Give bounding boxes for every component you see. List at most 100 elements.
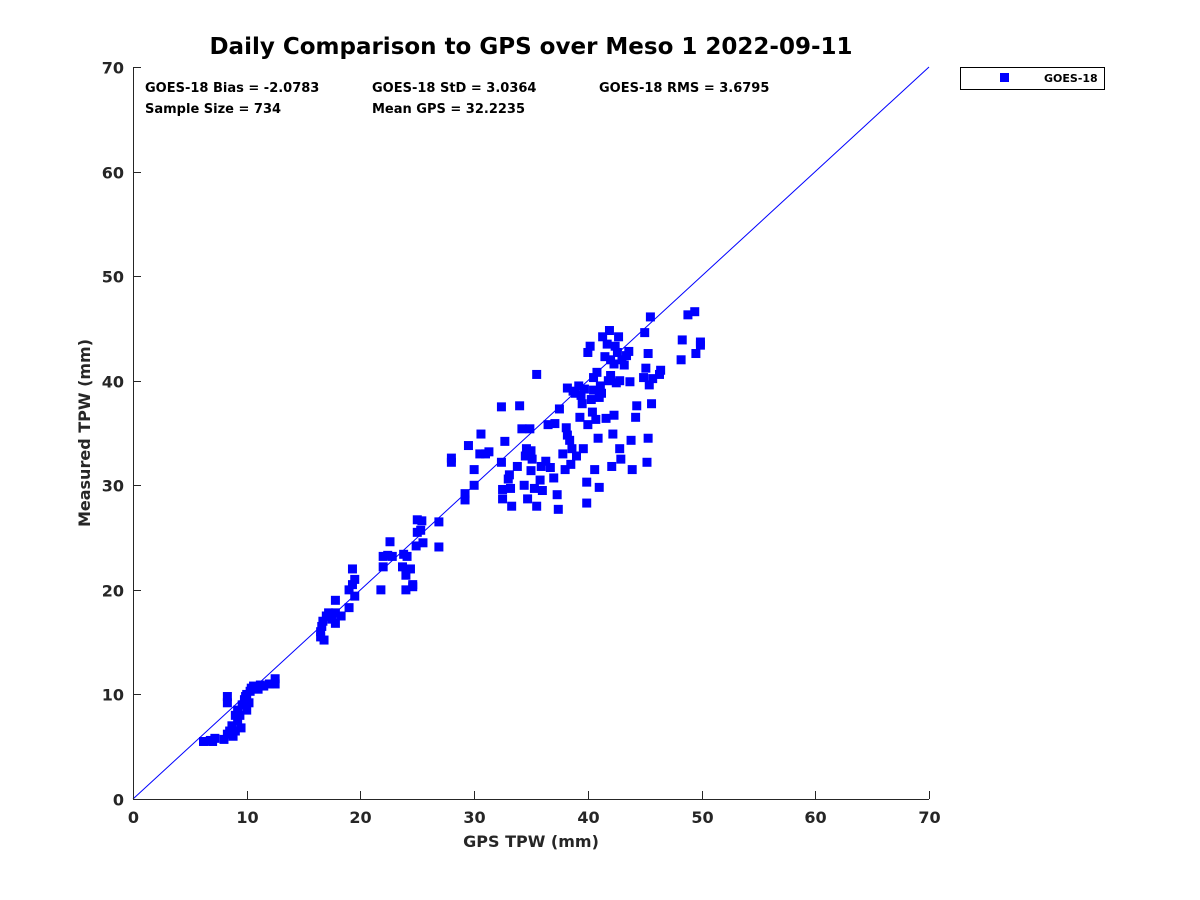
data-point (600, 352, 610, 362)
data-point (417, 516, 427, 526)
data-point (324, 608, 334, 618)
data-point (517, 424, 527, 434)
data-point (656, 365, 666, 375)
data-point (330, 618, 340, 628)
data-point (222, 698, 232, 708)
data-point (255, 680, 265, 690)
data-point (603, 376, 613, 386)
data-point (525, 424, 535, 434)
data-point (561, 423, 571, 433)
data-point (519, 480, 529, 490)
data-point (235, 710, 245, 720)
data-point (319, 635, 329, 645)
data-point (405, 564, 415, 574)
data-point (318, 616, 328, 626)
data-point (601, 413, 611, 423)
data-point (643, 349, 653, 359)
data-point (595, 381, 605, 391)
data-point (523, 494, 533, 504)
data-point (590, 465, 600, 475)
data-point (507, 501, 517, 511)
data-point (626, 435, 636, 445)
data-point (316, 627, 326, 637)
data-point (560, 465, 570, 475)
legend-marker-icon (1000, 73, 1009, 82)
data-point (619, 360, 629, 370)
data-point (219, 734, 229, 744)
y-tick-label: 0 (113, 791, 124, 810)
data-point (225, 726, 235, 736)
data-point (500, 436, 510, 446)
data-point (683, 310, 693, 320)
x-tick-label: 0 (128, 808, 139, 827)
data-point (639, 373, 649, 383)
data-point (648, 374, 658, 384)
data-point (344, 585, 354, 595)
data-point (574, 381, 584, 391)
data-point (562, 383, 572, 393)
data-point (570, 388, 580, 398)
data-point (609, 410, 619, 420)
data-point (270, 679, 280, 689)
data-point (228, 731, 238, 741)
data-point (566, 459, 576, 469)
data-point (378, 551, 388, 561)
data-point (270, 674, 280, 684)
data-point (676, 355, 686, 365)
data-point (631, 412, 641, 422)
data-point (199, 736, 209, 746)
data-point (347, 580, 357, 590)
data-point (583, 420, 593, 430)
data-point (606, 370, 616, 380)
data-point (589, 373, 599, 383)
data-point (576, 390, 586, 400)
legend-box (960, 67, 1105, 90)
data-point (691, 349, 701, 359)
x-tick-label: 50 (691, 808, 713, 827)
data-point (543, 420, 553, 430)
data-point (625, 377, 635, 387)
data-point (387, 551, 397, 561)
data-point (602, 339, 612, 349)
data-point (537, 486, 547, 496)
data-point (233, 716, 243, 726)
data-point (615, 376, 625, 386)
data-point (545, 463, 555, 473)
data-point (408, 582, 418, 592)
data-point (504, 470, 514, 480)
x-tick-label: 20 (349, 808, 371, 827)
data-point (527, 454, 537, 464)
data-point (562, 430, 572, 440)
data-point (336, 611, 346, 621)
data-point (587, 407, 597, 417)
data-point (222, 692, 232, 702)
data-point (690, 307, 700, 317)
data-point (593, 433, 603, 443)
data-point (411, 541, 421, 551)
data-point (535, 475, 545, 485)
data-point (526, 466, 536, 476)
y-tick-label: 10 (102, 686, 124, 705)
data-point (571, 451, 581, 461)
data-point (615, 444, 625, 454)
data-point (344, 603, 354, 613)
data-point (532, 501, 542, 511)
data-point (536, 461, 546, 471)
x-tick-label: 60 (804, 808, 826, 827)
data-point (641, 363, 651, 373)
data-point (418, 538, 428, 548)
data-point (558, 449, 568, 459)
data-point (446, 457, 456, 467)
data-point (515, 401, 525, 411)
data-points (199, 307, 705, 746)
data-point (376, 585, 386, 595)
data-point (350, 574, 360, 584)
data-point (469, 465, 479, 475)
data-point (208, 736, 218, 746)
data-point (677, 335, 687, 345)
data-point (330, 595, 340, 605)
data-point (644, 380, 654, 390)
data-point (476, 429, 486, 439)
data-point (647, 399, 657, 409)
data-point (378, 562, 388, 572)
